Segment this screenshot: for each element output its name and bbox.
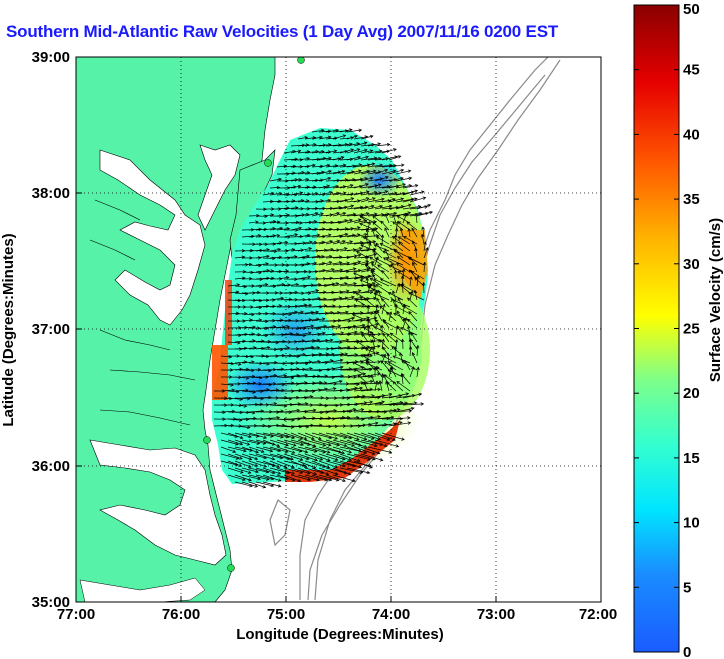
y-tick-label: 38:00 [32,185,70,202]
colorbar: 0 5 10 15 20 25 30 35 40 45 50 Surface Velocity (c… [633,1,724,659]
x-tick-label: 72:00 [579,606,617,623]
colorbar-tick-label: 40 [683,126,700,143]
radar-station [227,564,235,572]
radar-stations [203,57,305,572]
velocity-vectors [213,128,434,489]
radar-station [297,57,305,64]
colorbar-tick-label: 20 [683,385,700,402]
colorbar-tick-label: 10 [683,515,700,532]
y-tick-label: 36:00 [32,458,70,475]
map-grid [76,57,601,602]
colorbar-tick-label: 25 [683,321,700,338]
colorbar-tick-label: 5 [683,579,691,596]
colorbar-tick-label: 15 [683,450,700,467]
y-axis-label: Latitude (Degrees:Minutes) [0,233,17,426]
radar-station [264,159,272,167]
colorbar-gradient [633,4,680,653]
colorbar-label: Surface Velocity (cm/s) [707,218,724,382]
x-tick-label: 74:00 [372,606,410,623]
y-tick-label: 35:00 [32,594,70,611]
velocity-field [212,128,434,489]
y-tick-label: 39:00 [32,49,70,66]
pamlico-sound [89,439,227,566]
x-axis-label: Longitude (Degrees:Minutes) [236,626,444,643]
colorbar-tick-label: 50 [683,1,700,18]
chesapeake-bay [99,149,206,326]
map-title: Southern Mid-Atlantic Raw Velocities (1 … [6,22,559,41]
x-tick-label: 73:00 [477,606,515,623]
colorbar-tick-label: 45 [683,62,700,79]
radar-station [203,436,211,444]
colorbar-tick-label: 0 [683,644,691,659]
colorbar-tick-label: 30 [683,256,700,273]
x-tick-label: 76:00 [162,606,200,623]
x-tick-label: 75:00 [267,606,305,623]
colorbar-tick-label: 35 [683,191,700,208]
y-tick-label: 37:00 [32,321,70,338]
x-tick-label: 77:00 [57,606,95,623]
